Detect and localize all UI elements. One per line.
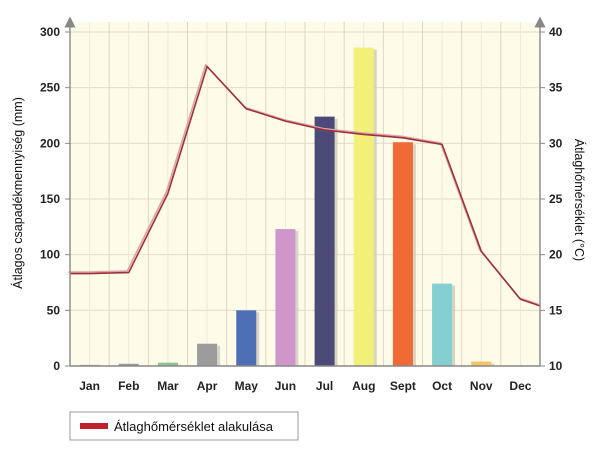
x-tick-label: Feb [118, 379, 139, 393]
x-tick-label: May [235, 379, 259, 393]
temperature-line [70, 64, 541, 307]
bar-oct [432, 283, 453, 366]
bar-jun [275, 229, 296, 366]
bar-feb [118, 363, 139, 366]
x-tick-label: Sept [390, 379, 416, 393]
temperature-line-shadow [68, 63, 539, 306]
bar-sept [392, 142, 413, 366]
temperature-line-group [68, 63, 541, 307]
y-tick-label: 250 [40, 81, 60, 95]
bar-may [236, 310, 257, 366]
y-tick-label: 150 [40, 192, 60, 206]
y2-tick-label: 20 [549, 248, 563, 262]
x-tick-label: Jan [79, 379, 100, 393]
bar-aug [353, 47, 374, 366]
x-tick-label: Dec [509, 379, 531, 393]
legend-label: Átlaghőmérséklet alakulása [114, 419, 274, 434]
y2-tick-label: 10 [549, 359, 563, 373]
y-tick-label: 100 [40, 248, 60, 262]
x-tick-label: Apr [197, 379, 218, 393]
y2-tick-label: 40 [549, 25, 563, 39]
gridlines [69, 22, 541, 367]
x-tick-label: Oct [432, 379, 452, 393]
x-tick-label: Nov [470, 379, 493, 393]
y2-tick-label: 15 [549, 303, 563, 317]
bar-apr [197, 343, 218, 366]
tick-labels: 0 50 100 150 200 250 300 10 15 20 25 30 35 40 Jan Feb Ma… [40, 25, 563, 393]
legend-swatch [80, 423, 108, 429]
y2-axis-title: Átlaghőmérséklet (°C) [572, 139, 587, 261]
bar-nov [471, 361, 492, 366]
x-tick-label: Jul [316, 379, 333, 393]
legend: Átlaghőmérséklet alakulása [69, 411, 299, 441]
bar-mar [157, 362, 178, 366]
y-tick-label: 300 [40, 25, 60, 39]
y2-tick-label: 25 [549, 192, 563, 206]
x-tick-label: Mar [157, 379, 179, 393]
precipitation-bars [79, 47, 495, 366]
y2-tick-label: 30 [549, 136, 563, 150]
x-tick-label: Jun [275, 379, 296, 393]
y-tick-label: 200 [40, 136, 60, 150]
y-tick-label: 50 [47, 303, 61, 317]
y-tick-label: 0 [53, 359, 60, 373]
bar-jul [314, 116, 335, 366]
axes [64, 16, 546, 367]
y2-tick-label: 35 [549, 81, 563, 95]
y-axis-title: Átlagos csapadékmennyiség (mm) [10, 97, 25, 289]
x-tick-label: Aug [352, 379, 375, 393]
